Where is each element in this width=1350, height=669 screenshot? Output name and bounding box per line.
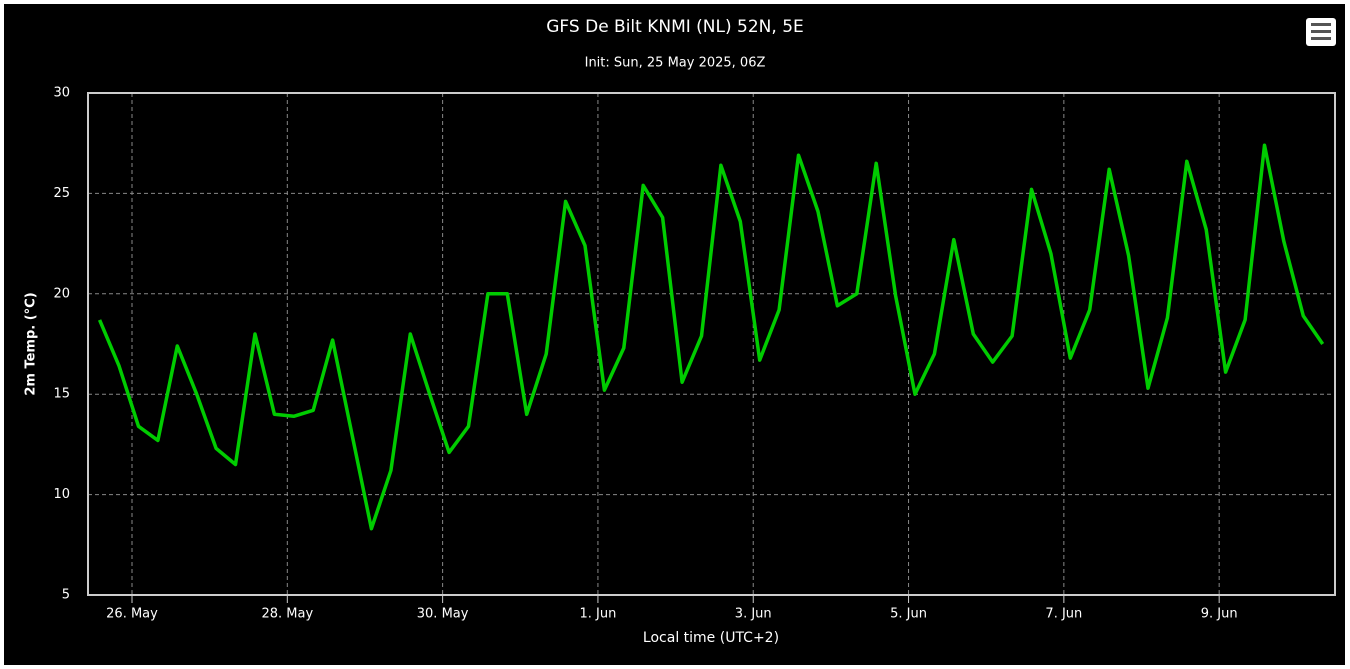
x-axis-label: Local time (UTC+2) <box>643 630 779 646</box>
x-tick-label: 1. Jun <box>580 607 617 622</box>
x-tick-label: 9. Jun <box>1201 607 1238 622</box>
y-axis-label: 2m Temp. (°C) <box>24 292 39 395</box>
series-line <box>97 143 1325 531</box>
chart-background <box>4 4 1345 665</box>
y-tick-label: 20 <box>53 286 70 301</box>
x-tick-label: 3. Jun <box>735 607 772 622</box>
chart-title: GFS De Bilt KNMI (NL) 52N, 5E <box>546 17 804 37</box>
x-tick-label: 7. Jun <box>1045 607 1082 622</box>
x-tick-label: 28. May <box>261 607 313 622</box>
y-tick-label: 15 <box>53 387 70 402</box>
x-tick-label: 26. May <box>106 607 158 622</box>
y-tick-label: 25 <box>53 186 70 201</box>
y-tick-label: 5 <box>62 588 70 603</box>
plot-border <box>87 92 1336 596</box>
y-tick-label: 30 <box>53 86 70 101</box>
menu-button[interactable] <box>1306 18 1336 46</box>
x-tick-label: 5. Jun <box>890 607 927 622</box>
chart-subtitle: Init: Sun, 25 May 2025, 06Z <box>585 56 766 71</box>
x-tick-label: 30. May <box>417 607 469 622</box>
y-tick-label: 10 <box>53 487 70 502</box>
